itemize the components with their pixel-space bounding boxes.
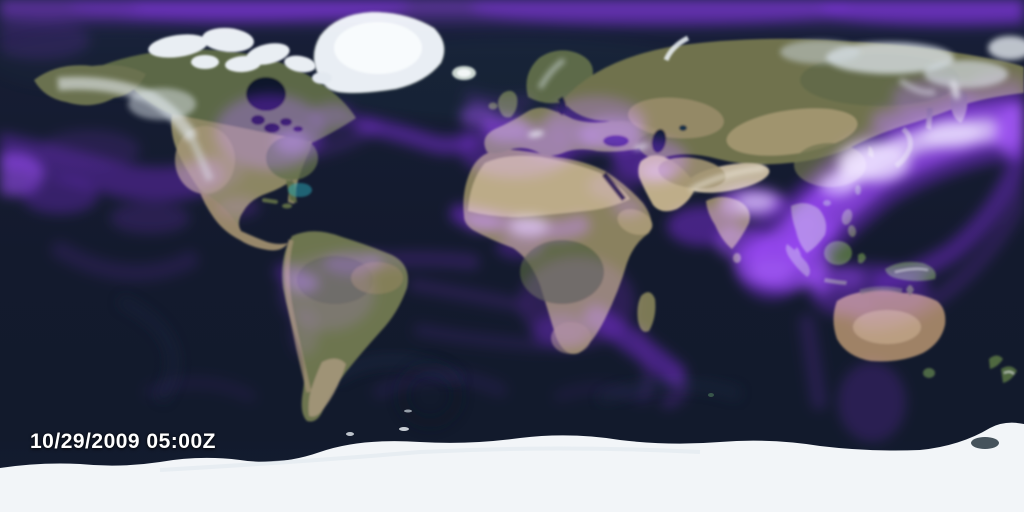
aerosol-ocean-swirls: [144, 369, 646, 404]
antarctica: [0, 393, 1024, 512]
arctic-islands: [148, 27, 690, 84]
aerosol-south-america: [274, 251, 546, 356]
aerosol-atlantic-europe: [353, 91, 688, 182]
aerosol-asia-pacific-plume: [667, 71, 1024, 331]
continent-greenland: [313, 11, 476, 94]
aerosol-north-america: [184, 94, 380, 218]
aerosol-australia: [799, 263, 930, 442]
aerosol-north-pacific-west: [0, 130, 225, 282]
islands-new-zealand: [989, 355, 1017, 383]
aerosol-africa: [450, 172, 689, 409]
aerosol-top-band: [0, 0, 1024, 60]
timestamp-label: 10/29/2009 05:00Z: [30, 430, 216, 453]
